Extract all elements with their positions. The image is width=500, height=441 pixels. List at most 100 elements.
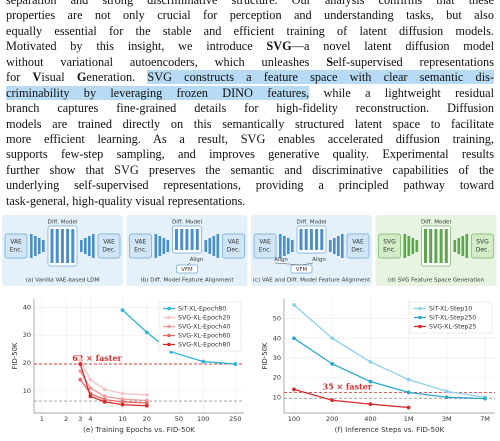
data-point (201, 359, 206, 364)
y-tick-label: 20 (273, 374, 281, 382)
decoder-box (471, 233, 494, 259)
encoder-box (129, 233, 152, 259)
legend-label: SVG-XL-Epoch80 (178, 342, 230, 349)
diff-layer (180, 229, 184, 250)
decoder-layer (461, 236, 465, 256)
legend-marker (418, 324, 422, 329)
data-point (144, 330, 149, 335)
x-tick-label: 100 (197, 415, 209, 423)
y-tick-label: 10 (273, 393, 281, 401)
encoder-layer (287, 238, 290, 254)
decoder-box (346, 233, 370, 259)
legend-marker (418, 315, 422, 320)
x-tick-label: 3M (442, 415, 452, 423)
data-point (102, 399, 107, 404)
encoder-label: Enc. (134, 247, 147, 254)
data-point (444, 389, 449, 394)
data-point (78, 358, 83, 363)
y-tick-label: 30 (23, 331, 31, 339)
encoder-layer (407, 236, 411, 256)
text-line: criminability by leveraging frozen DINO … (6, 85, 495, 101)
bold-text: SVG (266, 39, 292, 54)
decoder-label: Dec. (351, 247, 365, 254)
encoder-layer (158, 236, 162, 256)
x-axis-title: (e) Training Epochs vs. FID-50K (83, 425, 195, 434)
highlighted-text: criminability by leveraging frozen DINO … (6, 85, 310, 100)
decoder-box (97, 233, 121, 259)
diff-layer (60, 229, 64, 263)
decoder-layer (204, 240, 208, 252)
text-line: without variational autoencoders, which … (6, 55, 494, 70)
data-point (120, 399, 125, 404)
text-line: more efficient learning. As a result, SV… (6, 132, 494, 147)
x-tick-label: 4 (88, 415, 92, 423)
paper-text: separation and strong discriminative str… (6, 0, 494, 209)
legend-marker (418, 306, 422, 311)
decoder-layer (208, 238, 212, 254)
highlighted-text: SVG constructs a feature space with clea… (147, 70, 494, 85)
text-line: underlying self-supervised representatio… (6, 178, 494, 193)
decoder-label: Dec. (476, 247, 490, 254)
text-line: supports few-step sampling, and improves… (6, 147, 494, 162)
text: separation and strong discriminative str… (6, 0, 494, 7)
align-arrow (301, 262, 314, 266)
data-point (330, 361, 335, 366)
data-point (120, 391, 125, 396)
series-line (293, 337, 486, 400)
text: models are trained directly on this sema… (6, 116, 494, 131)
panel-caption: (a) Vanilla VAE-based LDM (26, 278, 100, 284)
text: while a lightweight residual (309, 85, 495, 100)
legend-label: SVG-XL-Step25 (429, 324, 476, 331)
diff-layer (315, 229, 319, 250)
vfm-label: VFM (181, 267, 193, 273)
encoder-label: Enc. (383, 247, 396, 254)
legend-marker (167, 306, 171, 311)
diff-layer (190, 229, 194, 250)
decoder-layer (80, 240, 83, 252)
diff-label: Diff. Model (296, 220, 327, 226)
decoder-layer (341, 234, 344, 258)
encoder-layer (283, 236, 286, 256)
diff-label: Diff. Model (421, 220, 452, 226)
decoder-label: Dec. (102, 247, 116, 254)
decoder-layer (337, 236, 340, 256)
diff-layer (429, 229, 433, 263)
decoder-label: VAE (103, 239, 115, 246)
encoder-layer (162, 238, 166, 254)
decoder-layer (333, 238, 336, 254)
decoder-layer (216, 234, 220, 258)
y-tick-label: 40 (273, 334, 281, 342)
decoder-layer (88, 236, 91, 256)
diff-label: Diff. Model (172, 220, 203, 226)
text-line: further show that SVG preserves the sema… (6, 163, 494, 178)
encoder-layer (291, 240, 294, 252)
data-point (483, 396, 487, 401)
data-point (406, 390, 411, 395)
series-line (293, 304, 486, 398)
legend-label: SiT-XL-Step10 (429, 306, 472, 313)
decoder-layer (457, 238, 461, 254)
data-point (330, 336, 335, 341)
series-line (293, 388, 409, 409)
text-line: task-general, high-quality visual repres… (6, 194, 494, 209)
diff-label: Diff. Model (47, 220, 78, 226)
legend-label: SVG-XL-Epoch60 (178, 333, 230, 340)
data-point (78, 362, 83, 366)
encoder-layer (154, 234, 158, 258)
data-point (330, 398, 335, 403)
x-tick-label: 1 (40, 415, 44, 423)
data-point (406, 405, 411, 410)
diff-layer (195, 229, 199, 250)
data-point (88, 377, 93, 382)
diff-layer (444, 229, 448, 263)
data-point (102, 387, 107, 392)
decoder-layer (92, 234, 95, 258)
text-line: separation and strong discriminative str… (6, 0, 494, 8)
x-tick-label: 7M (480, 415, 490, 423)
text: equally essential for the stable and eff… (6, 23, 494, 38)
figure: (a) Vanilla VAE-based LDM Diff. Model VAE E… (2, 215, 497, 434)
y-axis-title: FID-50K (11, 342, 19, 369)
y-tick-label: 10 (23, 387, 31, 395)
x-tick-label: 100 (288, 415, 300, 423)
data-point (368, 359, 373, 364)
